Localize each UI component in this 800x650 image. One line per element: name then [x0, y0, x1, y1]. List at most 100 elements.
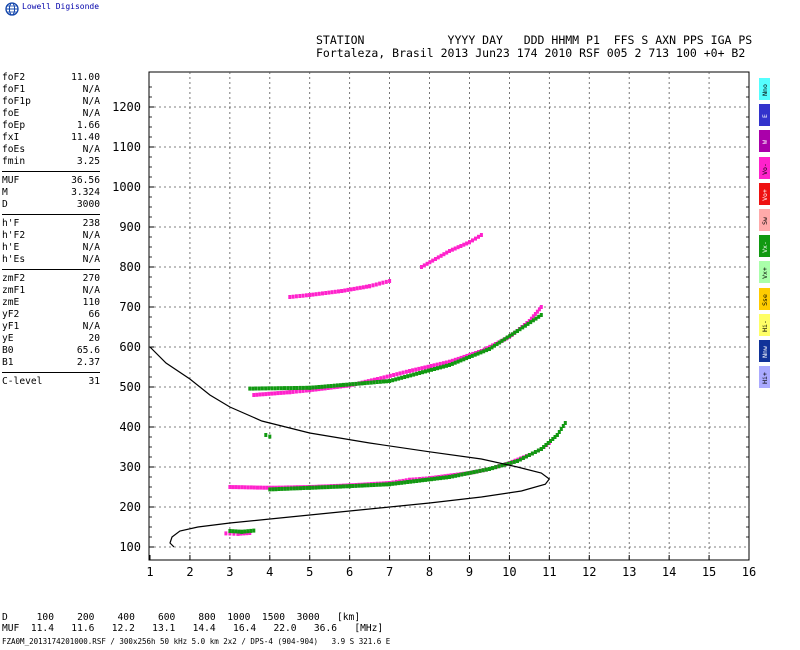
x-tick-label: 11	[542, 565, 556, 579]
echo-point	[484, 467, 488, 472]
param-label: yF1	[2, 321, 20, 332]
muf-row: MUF 11.4 11.6 12.2 13.1 14.4 16.4 22.0 3…	[2, 623, 384, 634]
echo-point	[320, 485, 324, 490]
echo-point	[363, 483, 367, 488]
echo-point	[311, 387, 315, 392]
legend-swatch-hi: Hi+	[759, 366, 770, 389]
echo-point	[267, 386, 271, 391]
echo-point	[442, 252, 446, 257]
legend-swatch-vo: Vo+	[759, 182, 770, 205]
param-value: N/A	[82, 144, 100, 155]
echo-point	[243, 485, 247, 490]
echo-point	[391, 481, 395, 486]
echo-point	[549, 439, 552, 443]
echo-point	[232, 531, 236, 536]
legend-swatch-nnw: Nnw	[759, 340, 770, 362]
echo-point	[308, 388, 312, 393]
echo-point	[302, 486, 306, 490]
echo-point	[292, 486, 296, 491]
echo-point	[429, 364, 433, 368]
echo-point	[342, 382, 345, 387]
echo-point	[472, 470, 476, 475]
x-tick-label: 5	[306, 565, 313, 579]
param-value: 11.00	[71, 72, 100, 83]
echo-point	[382, 482, 385, 487]
param-label: h'Es	[2, 254, 26, 265]
echo-point	[317, 291, 321, 296]
echo-point	[330, 290, 334, 295]
legend-swatch-nno: Nno	[759, 78, 770, 100]
param-label: zmF2	[2, 273, 26, 284]
echo-point	[482, 349, 486, 354]
y-tick-label: 700	[119, 300, 141, 314]
param-label: yF2	[2, 309, 20, 320]
param-row: foEs N/A	[2, 144, 100, 156]
echo-point	[372, 483, 376, 487]
echo-point	[257, 386, 261, 391]
echo-point	[448, 249, 451, 253]
echo-point	[348, 382, 352, 387]
echo-point	[485, 348, 489, 353]
echo-point	[531, 314, 535, 319]
echo-point	[404, 369, 408, 374]
echo-point	[276, 386, 280, 391]
param-label: yE	[2, 333, 14, 344]
echo-point	[349, 287, 353, 292]
echo-point	[279, 386, 283, 391]
echo-point	[420, 265, 423, 269]
param-label: foE	[2, 108, 20, 119]
echo-point	[305, 385, 309, 390]
param-row: zmF1 N/A	[2, 285, 100, 297]
echo-point	[561, 424, 565, 428]
echo-point	[320, 384, 324, 389]
echo-point	[442, 364, 445, 369]
echo-point	[308, 485, 312, 490]
echo-point	[259, 485, 263, 490]
echo-point	[314, 292, 318, 297]
x-tick-label: 13	[622, 565, 636, 579]
echo-point	[298, 385, 302, 390]
echo-point	[459, 244, 463, 248]
echo-point	[268, 434, 272, 439]
echo-point	[555, 433, 559, 437]
echo-point	[497, 464, 501, 469]
echo-point	[384, 279, 388, 284]
echo-point	[311, 292, 315, 297]
echo-point	[456, 245, 460, 250]
echo-point	[453, 357, 457, 362]
y-tick-label: 1100	[112, 140, 141, 154]
echo-point	[294, 294, 298, 299]
y-tick-label: 1000	[112, 180, 141, 194]
echo-point	[329, 384, 333, 388]
echo-point	[498, 340, 502, 345]
echo-point	[288, 390, 292, 395]
echo-point	[557, 430, 561, 434]
echo-point	[500, 338, 504, 343]
echo-point	[462, 357, 466, 362]
echo-point	[487, 467, 491, 471]
echo-point	[453, 246, 457, 251]
echo-point	[551, 437, 555, 441]
param-value: N/A	[82, 242, 100, 253]
param-value: N/A	[82, 108, 100, 119]
echo-point	[515, 459, 519, 463]
echo-point	[448, 359, 451, 364]
echo-point	[473, 352, 477, 357]
echo-point	[354, 483, 358, 488]
param-row: B1 2.37	[2, 357, 100, 369]
profile-curve	[149, 346, 551, 548]
echo-point	[277, 487, 281, 491]
legend-swatch-sse: Sse	[759, 287, 770, 310]
echo-point	[345, 382, 349, 387]
param-label: D	[2, 199, 8, 210]
echo-point	[494, 465, 498, 470]
echo-point	[374, 282, 378, 287]
echo-point	[305, 485, 309, 490]
echo-point	[470, 353, 474, 358]
legend-label: Vo-	[761, 162, 769, 175]
echo-point	[346, 287, 350, 292]
legend-label: Nnw	[761, 346, 769, 358]
echo-point	[527, 453, 531, 457]
param-row: yF1 N/A	[2, 321, 100, 333]
echo-point	[500, 463, 504, 468]
